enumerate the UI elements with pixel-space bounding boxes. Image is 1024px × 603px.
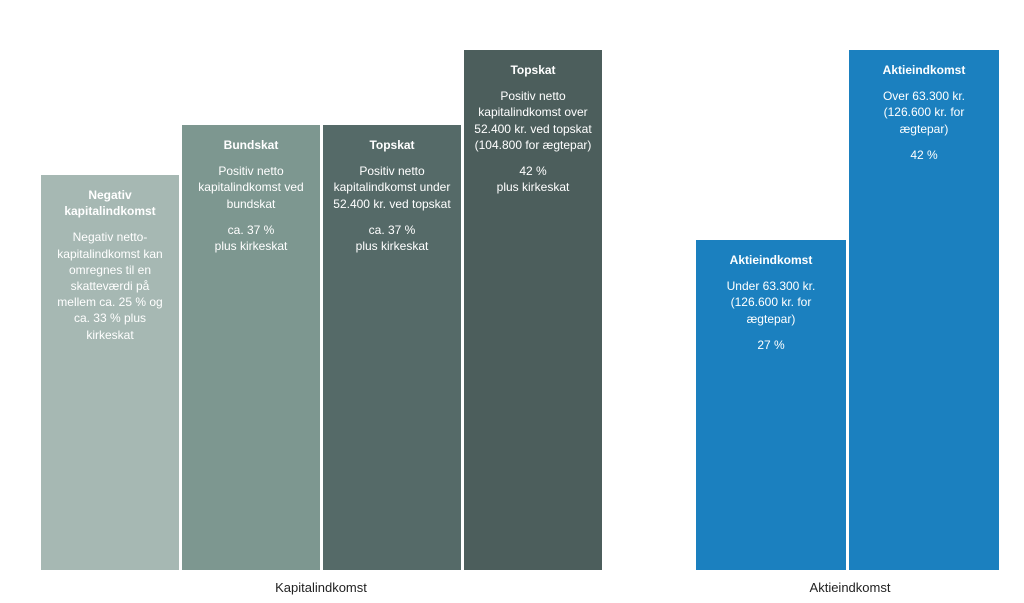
bar-desc: Over 63.300 kr. (126.600 kr. for ægtepar…	[859, 88, 989, 137]
bar-negativ-kapitalindkomst: Negativ kapitalindkomst Negativ netto-ka…	[41, 175, 179, 570]
group-label-kapitalindkomst: Kapitalindkomst	[186, 580, 456, 595]
bar-title: Aktieindkomst	[706, 252, 836, 268]
tax-bar-chart: Negativ kapitalindkomst Negativ netto-ka…	[0, 0, 1024, 603]
bar-aktieindkomst-over: Aktieindkomst Over 63.300 kr. (126.600 k…	[849, 50, 999, 570]
bar-group-aktieindkomst: Aktieindkomst Under 63.300 kr. (126.600 …	[696, 50, 999, 570]
bar-title: Aktieindkomst	[859, 62, 989, 78]
bar-rate: 27 %	[706, 337, 836, 353]
bar-group-kapitalindkomst: Negativ kapitalindkomst Negativ netto-ka…	[41, 50, 602, 570]
bar-topskat-over: Topskat Positiv netto kapitalindkomst ov…	[464, 50, 602, 570]
bar-bundskat: Bundskat Positiv netto kapitalindkomst v…	[182, 125, 320, 570]
group-label-aktieindkomst: Aktieindkomst	[710, 580, 990, 595]
bar-desc: Under 63.300 kr. (126.600 kr. for ægtepa…	[706, 278, 836, 327]
bar-topskat-under: Topskat Positiv netto kapitalindkomst un…	[323, 125, 461, 570]
bar-title: Negativ kapitalindkomst	[51, 187, 169, 219]
bar-rate: 42 %plus kirkeskat	[474, 163, 592, 195]
bar-title: Topskat	[474, 62, 592, 78]
bar-desc: Negativ netto-kapitalindkomst kan omregn…	[51, 229, 169, 342]
bar-aktieindkomst-under: Aktieindkomst Under 63.300 kr. (126.600 …	[696, 240, 846, 570]
bar-desc: Positiv netto kapitalindkomst over 52.40…	[474, 88, 592, 153]
bar-rate: ca. 37 %plus kirkeskat	[192, 222, 310, 254]
bar-desc: Positiv netto kapitalindkomst under 52.4…	[333, 163, 451, 212]
bar-title: Topskat	[333, 137, 451, 153]
bar-rate: ca. 37 %plus kirkeskat	[333, 222, 451, 254]
bar-desc: Positiv netto kapitalindkomst ved bundsk…	[192, 163, 310, 212]
bar-title: Bundskat	[192, 137, 310, 153]
bar-rate: 42 %	[859, 147, 989, 163]
